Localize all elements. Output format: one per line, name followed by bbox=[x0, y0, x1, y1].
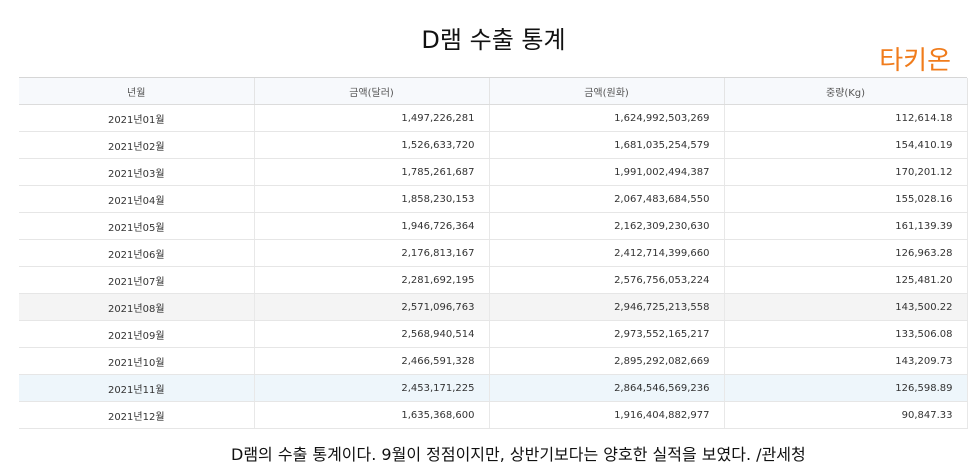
cell-month: 2021년11월 bbox=[19, 374, 255, 402]
cell-amount-usd: 1,635,368,600 bbox=[254, 401, 490, 429]
table-row: 2021년02월 1,526,633,720 1,681,035,254,579… bbox=[19, 131, 968, 159]
cell-amount-krw: 1,916,404,882,977 bbox=[489, 401, 725, 429]
cell-amount-usd: 1,785,261,687 bbox=[254, 158, 490, 186]
cell-amount-krw: 2,067,483,684,550 bbox=[489, 185, 725, 213]
cell-weight-kg: 155,028.16 bbox=[724, 185, 968, 213]
cell-month: 2021년04월 bbox=[19, 185, 255, 213]
cell-month: 2021년01월 bbox=[19, 104, 255, 132]
cell-amount-krw: 1,624,992,503,269 bbox=[489, 104, 725, 132]
export-stats-table: 년월 금액(달러) 금액(원화) 중량(Kg) 2021년01월 1,497,2… bbox=[19, 78, 968, 429]
image-caption: D램의 수출 통계이다. 9월이 정점이지만, 상반기보다는 양호한 실적을 보… bbox=[231, 445, 806, 464]
table-row: 2021년04월 1,858,230,153 2,067,483,684,550… bbox=[19, 185, 968, 213]
table-row: 2021년09월 2,568,940,514 2,973,552,165,217… bbox=[19, 320, 968, 348]
cell-weight-kg: 125,481.20 bbox=[724, 266, 968, 294]
cell-amount-usd: 1,526,633,720 bbox=[254, 131, 490, 159]
cell-weight-kg: 126,598.89 bbox=[724, 374, 968, 402]
table-row: 2021년06월 2,176,813,167 2,412,714,399,660… bbox=[19, 239, 968, 267]
cell-month: 2021년12월 bbox=[19, 401, 255, 429]
cell-weight-kg: 154,410.19 bbox=[724, 131, 968, 159]
table-row: 2021년01월 1,497,226,281 1,624,992,503,269… bbox=[19, 104, 968, 132]
table-row: 2021년07월 2,281,692,195 2,576,756,053,224… bbox=[19, 266, 968, 294]
cell-amount-usd: 2,568,940,514 bbox=[254, 320, 490, 348]
cell-amount-usd: 1,858,230,153 bbox=[254, 185, 490, 213]
cell-weight-kg: 143,209.73 bbox=[724, 347, 968, 375]
page-title: D램 수출 통계 bbox=[421, 26, 566, 54]
cell-amount-krw: 2,412,714,399,660 bbox=[489, 239, 725, 267]
table-row: 2021년11월 2,453,171,225 2,864,546,569,236… bbox=[19, 374, 968, 402]
cell-amount-usd: 1,946,726,364 bbox=[254, 212, 490, 240]
cell-month: 2021년09월 bbox=[19, 320, 255, 348]
cell-amount-usd: 2,571,096,763 bbox=[254, 293, 490, 321]
column-header-weight-kg: 중량(Kg) bbox=[724, 78, 968, 105]
brand-logo-text: 타키온 bbox=[879, 46, 951, 76]
cell-month: 2021년08월 bbox=[19, 293, 255, 321]
cell-weight-kg: 170,201.12 bbox=[724, 158, 968, 186]
cell-weight-kg: 161,139.39 bbox=[724, 212, 968, 240]
cell-amount-krw: 2,973,552,165,217 bbox=[489, 320, 725, 348]
cell-amount-usd: 1,497,226,281 bbox=[254, 104, 490, 132]
column-header-month: 년월 bbox=[19, 78, 255, 105]
cell-weight-kg: 112,614.18 bbox=[724, 104, 968, 132]
cell-weight-kg: 90,847.33 bbox=[724, 401, 968, 429]
cell-amount-krw: 2,576,756,053,224 bbox=[489, 266, 725, 294]
table-row: 2021년08월 2,571,096,763 2,946,725,213,558… bbox=[19, 293, 968, 321]
cell-month: 2021년05월 bbox=[19, 212, 255, 240]
cell-amount-usd: 2,281,692,195 bbox=[254, 266, 490, 294]
table-row: 2021년12월 1,635,368,600 1,916,404,882,977… bbox=[19, 401, 968, 429]
cell-month: 2021년03월 bbox=[19, 158, 255, 186]
cell-amount-usd: 2,176,813,167 bbox=[254, 239, 490, 267]
cell-amount-usd: 2,453,171,225 bbox=[254, 374, 490, 402]
table-header-row: 년월 금액(달러) 금액(원화) 중량(Kg) bbox=[19, 78, 968, 105]
cell-amount-usd: 2,466,591,328 bbox=[254, 347, 490, 375]
cell-month: 2021년06월 bbox=[19, 239, 255, 267]
cell-amount-krw: 1,991,002,494,387 bbox=[489, 158, 725, 186]
table-row: 2021년05월 1,946,726,364 2,162,309,230,630… bbox=[19, 212, 968, 240]
cell-amount-krw: 1,681,035,254,579 bbox=[489, 131, 725, 159]
cell-weight-kg: 133,506.08 bbox=[724, 320, 968, 348]
cell-amount-krw: 2,864,546,569,236 bbox=[489, 374, 725, 402]
export-stats-table-container: 년월 금액(달러) 금액(원화) 중량(Kg) 2021년01월 1,497,2… bbox=[19, 77, 968, 429]
table-row: 2021년10월 2,466,591,328 2,895,292,082,669… bbox=[19, 347, 968, 375]
cell-weight-kg: 126,963.28 bbox=[724, 239, 968, 267]
cell-month: 2021년07월 bbox=[19, 266, 255, 294]
cell-amount-krw: 2,946,725,213,558 bbox=[489, 293, 725, 321]
column-header-amount-krw: 금액(원화) bbox=[489, 78, 725, 105]
column-header-amount-usd: 금액(달러) bbox=[254, 78, 490, 105]
cell-amount-krw: 2,162,309,230,630 bbox=[489, 212, 725, 240]
cell-month: 2021년02월 bbox=[19, 131, 255, 159]
cell-weight-kg: 143,500.22 bbox=[724, 293, 968, 321]
cell-month: 2021년10월 bbox=[19, 347, 255, 375]
table-row: 2021년03월 1,785,261,687 1,991,002,494,387… bbox=[19, 158, 968, 186]
cell-amount-krw: 2,895,292,082,669 bbox=[489, 347, 725, 375]
